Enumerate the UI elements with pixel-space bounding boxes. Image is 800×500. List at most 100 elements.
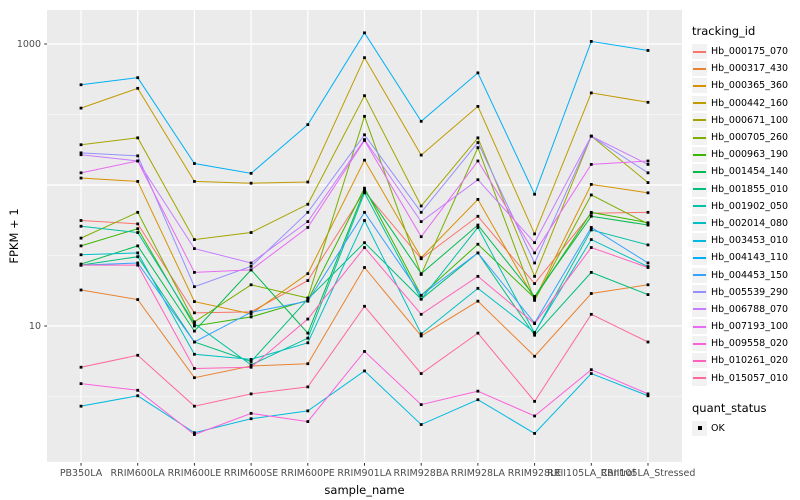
data-point [419,403,423,407]
data-point [136,159,140,163]
legend-color-line [693,136,706,139]
data-point [646,221,650,225]
legend-color-line [693,256,706,259]
data-point [589,182,593,186]
data-point [136,261,140,265]
data-point [533,282,536,285]
data-point [419,332,423,336]
data-point [136,76,140,80]
data-point [79,263,83,267]
data-point [249,365,253,369]
legend-item-Hb_007193_100: Hb_007193_100 [692,318,798,335]
x-tick-label: RRIM600PE [281,468,335,479]
data-point [306,272,310,276]
data-point [476,198,480,201]
data-point [193,285,196,289]
legend-color-line [693,205,706,208]
data-point [363,369,366,373]
data-point [476,274,480,278]
legend-color-line [693,153,706,156]
data-point [193,322,196,325]
data-point [646,181,650,184]
y-tick-label: 1000 [17,39,41,50]
data-point [306,297,310,301]
data-point [193,340,196,344]
data-point [533,192,536,196]
legend-item-label: Hb_000365_360 [711,80,789,92]
legend-item-label: Hb_004143_110 [711,252,789,264]
data-point [646,210,650,214]
x-tick-label: RRIM600SE [224,468,278,479]
legend-item-label: Hb_006788_070 [711,303,789,315]
data-point [306,226,310,229]
data-point [249,268,253,272]
data-point [136,255,140,259]
data-point [306,331,310,335]
legend-key [692,147,707,163]
data-point [306,409,310,413]
data-point [193,329,196,333]
data-point [249,312,253,316]
legend-item-Hb_000671_100: Hb_000671_100 [692,112,798,129]
legend-key [692,250,707,266]
data-point [419,220,423,224]
data-point [249,411,253,415]
data-point [249,283,253,287]
legend-color-line [693,291,706,294]
data-point [589,214,593,218]
legend-item-label: Hb_007193_100 [711,321,789,333]
data-point [306,202,310,206]
data-point [533,274,536,278]
data-point [476,159,480,163]
data-point [193,324,196,328]
data-point [589,368,593,372]
data-point [646,159,650,163]
data-point [79,224,83,228]
data-point [249,363,253,367]
x-tick-label: RRIM901LA [337,468,392,479]
legend-color-line [693,325,706,328]
data-point [419,312,423,316]
data-point [79,151,83,155]
data-point [249,231,253,234]
data-point [249,261,253,265]
legend-item-Hb_010261_020: Hb_010261_020 [692,352,798,369]
legend-key [692,215,707,231]
data-point [79,236,83,240]
data-point [79,253,83,257]
data-point [589,226,593,229]
legend-item-Hb_000705_260: Hb_000705_260 [692,129,798,146]
data-point [476,251,480,255]
data-point [419,372,423,375]
data-point [363,246,366,249]
data-point [306,336,310,340]
data-point [476,136,480,140]
legend-color-line [693,84,706,87]
data-point [476,398,480,402]
data-point [363,139,366,142]
data-point [419,423,423,426]
data-point [476,299,480,303]
data-point [79,382,83,386]
data-point [249,171,253,175]
legend-key [692,336,707,352]
data-point [419,334,423,338]
legend-key [692,112,707,128]
data-point [363,186,366,190]
data-point [136,154,140,158]
data-point [646,392,650,396]
data-point [476,71,480,75]
legend-item-label: Hb_000175_070 [711,46,789,58]
data-point [533,322,536,325]
legend-key [692,61,707,77]
data-point [646,162,650,166]
data-point [249,392,253,396]
x-tick-label: RRIM928BA [394,468,450,479]
data-point [476,223,480,227]
legend-item-Hb_000175_070: Hb_000175_070 [692,43,798,60]
legend-item-Hb_000365_360: Hb_000365_360 [692,77,798,94]
data-point [589,292,593,295]
legend-items: Hb_000175_070 Hb_000317_430 Hb_000365_360 H… [692,43,798,387]
legend-item-Hb_004453_150: Hb_004453_150 [692,266,798,283]
data-point [249,417,253,421]
